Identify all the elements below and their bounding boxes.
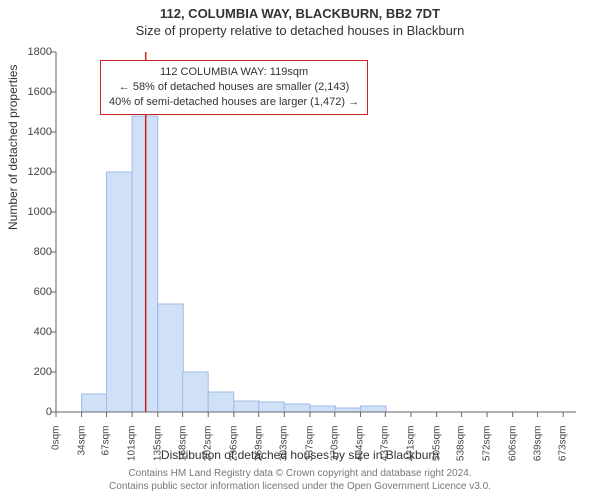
x-tick-label: 505sqm [431, 426, 442, 462]
x-tick-label: 404sqm [355, 426, 366, 462]
x-tick-label: 471sqm [405, 426, 416, 462]
histogram-bar [158, 304, 184, 412]
footer-line-1: Contains HM Land Registry data © Crown c… [0, 468, 600, 481]
y-tick-label: 1800 [28, 46, 52, 58]
y-tick-label: 0 [46, 406, 52, 418]
y-tick-label: 600 [34, 286, 52, 298]
property-callout: 112 COLUMBIA WAY: 119sqm ← 58% of detach… [100, 60, 368, 115]
y-tick-label: 200 [34, 366, 52, 378]
y-tick-label: 1400 [28, 126, 52, 138]
callout-line-2: ← 58% of detached houses are smaller (2,… [109, 80, 359, 95]
x-tick-label: 236sqm [228, 426, 239, 462]
histogram-bar [132, 116, 158, 412]
histogram-bar [259, 402, 285, 412]
histogram-bar [107, 172, 133, 412]
x-tick-label: 168sqm [177, 426, 188, 462]
footer-line-2: Contains public sector information licen… [0, 481, 600, 494]
callout-line-3: 40% of semi-detached houses are larger (… [109, 95, 359, 110]
histogram-bar [82, 394, 108, 412]
y-tick-label: 800 [34, 246, 52, 258]
x-tick-label: 370sqm [329, 426, 340, 462]
y-tick-label: 1600 [28, 86, 52, 98]
y-tick-label: 400 [34, 326, 52, 338]
footer-attribution: Contains HM Land Registry data © Crown c… [0, 468, 600, 493]
x-tick-label: 101sqm [127, 426, 138, 462]
x-tick-label: 0sqm [51, 426, 62, 450]
histogram-bar [310, 406, 336, 412]
x-tick-label: 639sqm [532, 426, 543, 462]
x-tick-label: 67sqm [101, 426, 112, 456]
x-tick-label: 135sqm [152, 426, 163, 462]
page-title-line1: 112, COLUMBIA WAY, BLACKBURN, BB2 7DT [0, 6, 600, 21]
histogram-bar [361, 406, 387, 412]
y-tick-label: 1000 [28, 206, 52, 218]
x-tick-label: 337sqm [304, 426, 315, 462]
x-tick-label: 572sqm [482, 426, 493, 462]
histogram-bar [234, 401, 260, 412]
x-tick-label: 269sqm [253, 426, 264, 462]
histogram-bar [335, 408, 361, 412]
x-tick-label: 202sqm [203, 426, 214, 462]
histogram-bar [284, 404, 310, 412]
x-tick-label: 303sqm [279, 426, 290, 462]
page-title-line2: Size of property relative to detached ho… [0, 23, 600, 38]
x-tick-label: 437sqm [380, 426, 391, 462]
histogram-bar [183, 372, 209, 412]
histogram-bar [208, 392, 234, 412]
callout-line-1: 112 COLUMBIA WAY: 119sqm [109, 65, 359, 80]
y-tick-label: 1200 [28, 166, 52, 178]
x-tick-label: 538sqm [456, 426, 467, 462]
y-axis-label: Number of detached properties [6, 65, 20, 230]
x-tick-label: 673sqm [558, 426, 569, 462]
x-tick-label: 606sqm [507, 426, 518, 462]
x-tick-label: 34sqm [76, 426, 87, 456]
